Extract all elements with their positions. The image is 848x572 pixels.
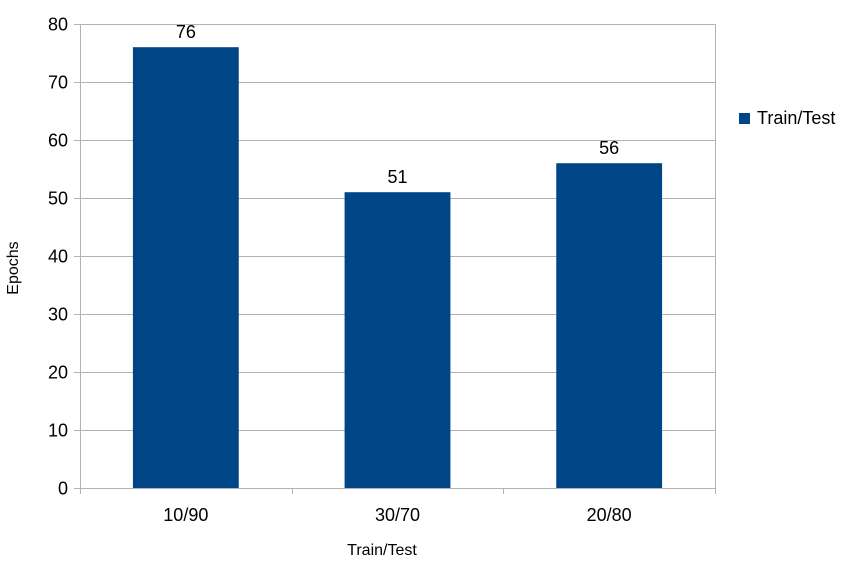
y-tick-label: 50 <box>48 189 68 209</box>
legend-swatch <box>739 113 750 124</box>
y-tick-label: 40 <box>48 247 68 267</box>
bar <box>556 163 663 488</box>
legend: Train/Test <box>739 108 835 129</box>
y-tick-label: 20 <box>48 363 68 383</box>
x-axis-label: Train/Test <box>347 542 417 559</box>
y-tick-label: 30 <box>48 305 68 325</box>
legend-label: Train/Test <box>757 108 836 128</box>
y-tick-label: 0 <box>58 479 68 499</box>
y-axis-label: Epochs <box>5 241 22 295</box>
x-tick-label: 10/90 <box>163 505 208 525</box>
data-label: 76 <box>176 22 196 42</box>
y-tick-label: 80 <box>48 15 68 35</box>
data-label: 56 <box>599 138 619 158</box>
y-tick-label: 10 <box>48 421 68 441</box>
bar <box>132 47 239 488</box>
data-label: 51 <box>387 167 407 187</box>
x-tick-label: 20/80 <box>587 505 632 525</box>
y-tick-label: 70 <box>48 73 68 93</box>
x-tick-label: 30/70 <box>375 505 420 525</box>
bar <box>344 192 451 488</box>
y-tick-label: 60 <box>48 131 68 151</box>
